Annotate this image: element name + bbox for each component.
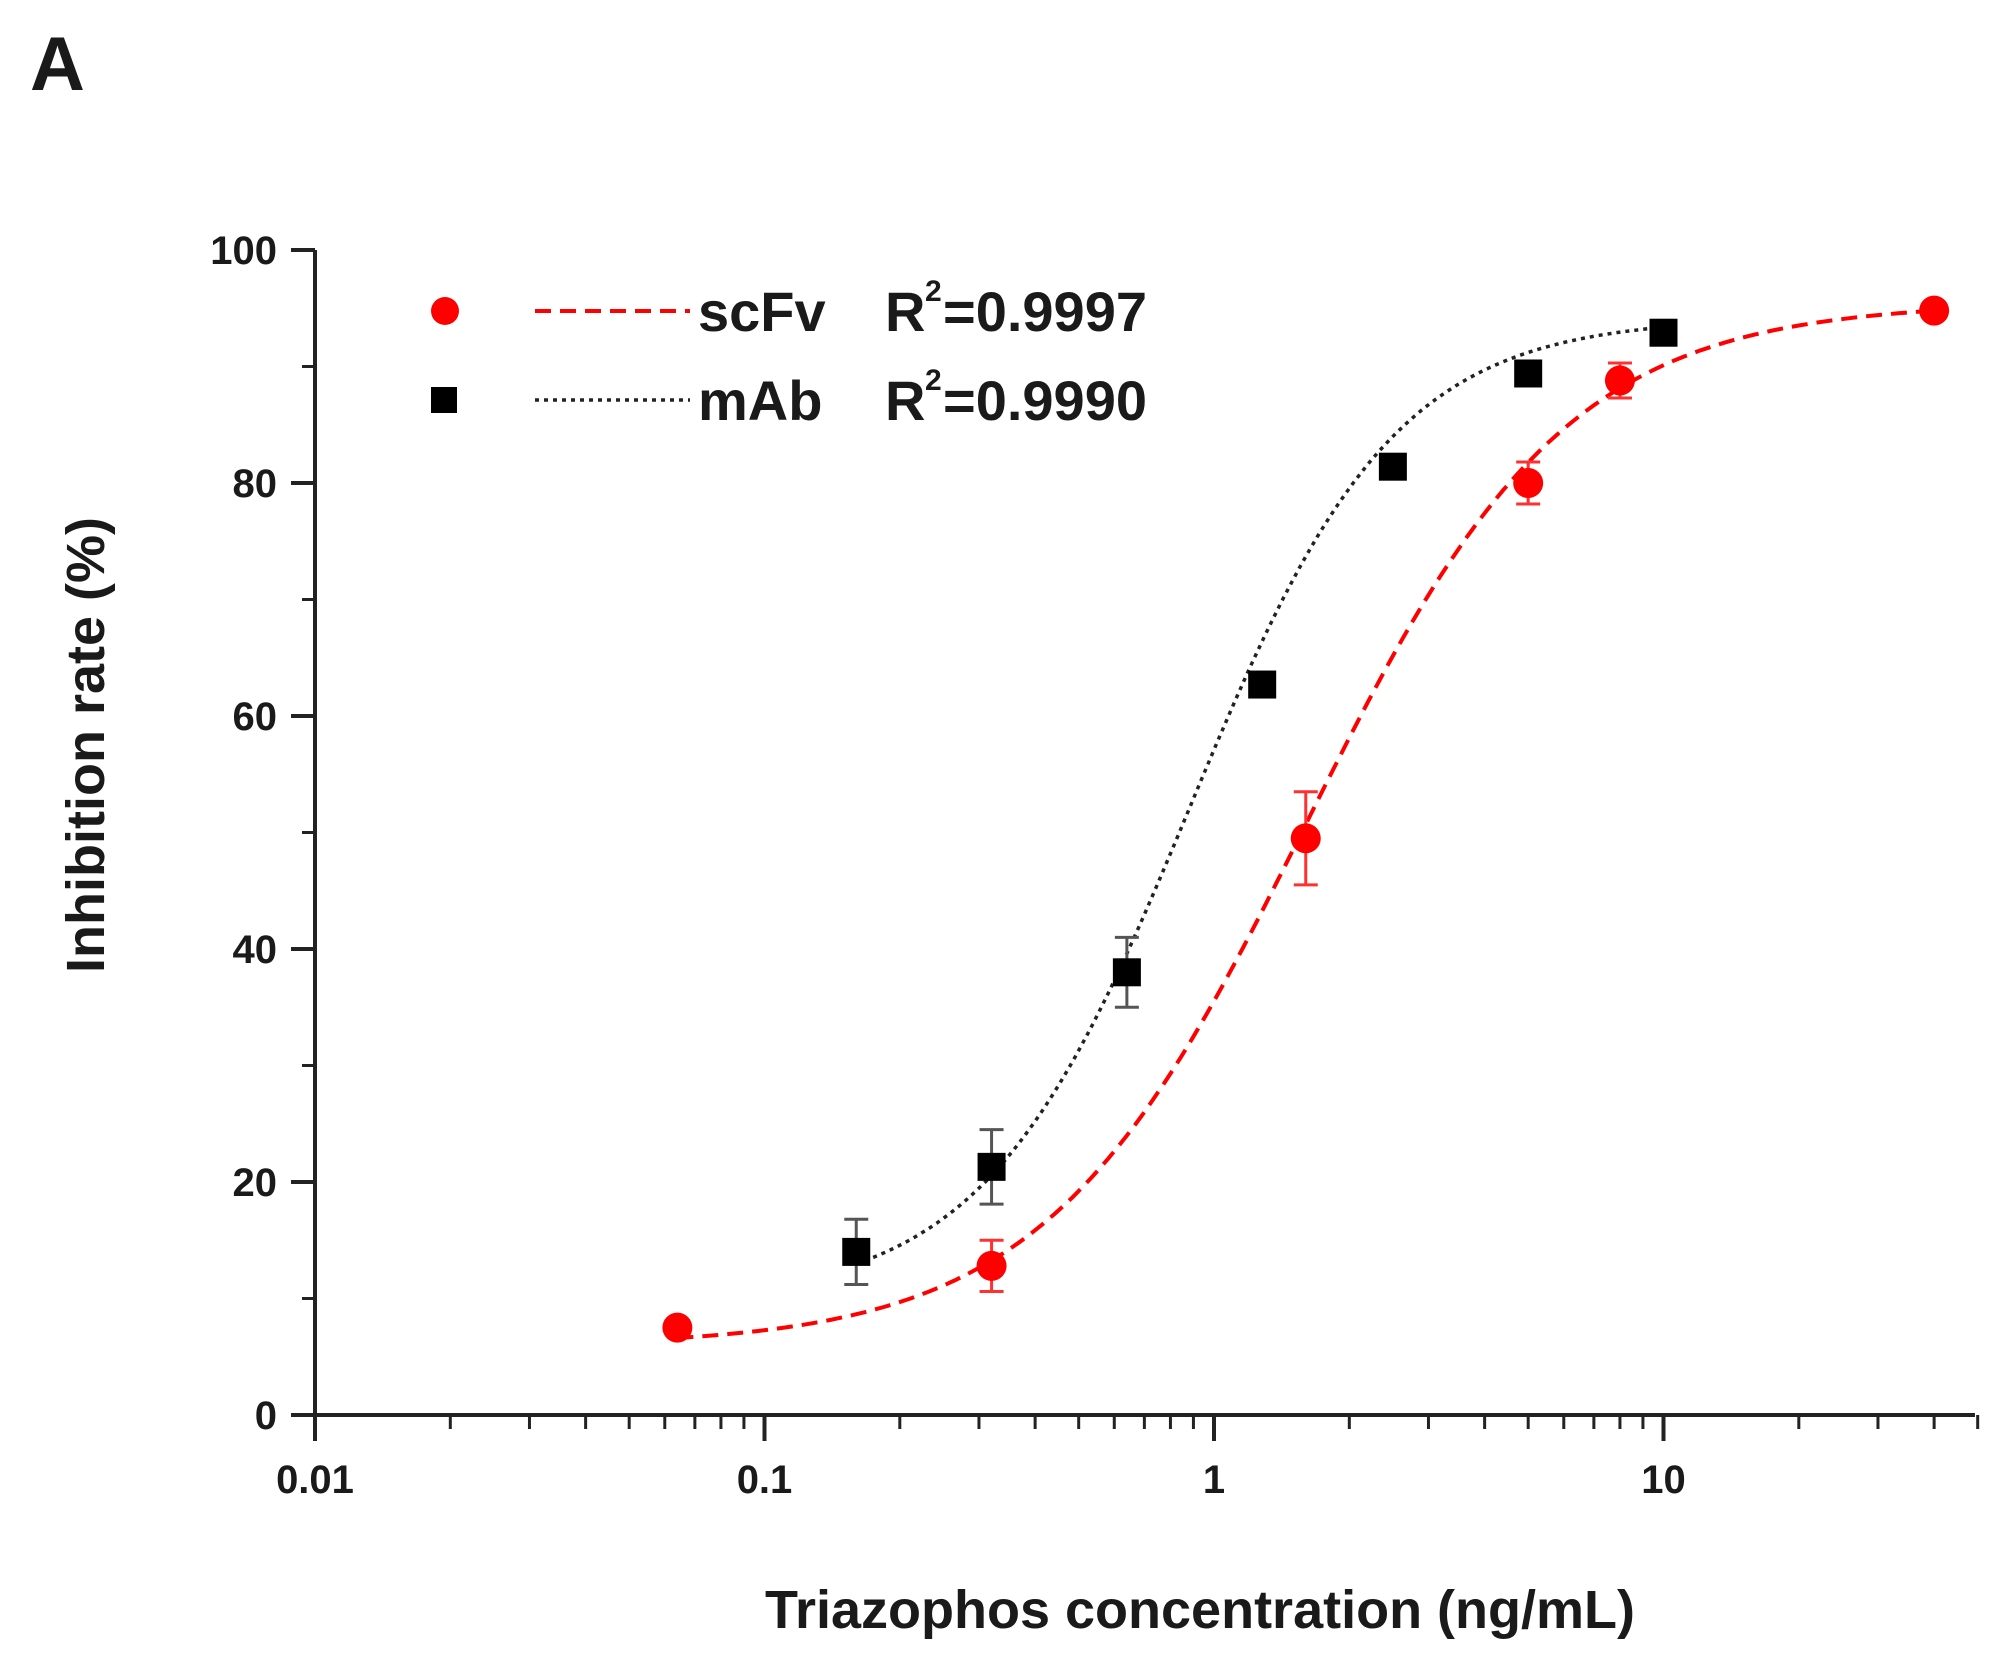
legend-r2-sup-mab: 2 [925,364,942,397]
point-scfv [1919,295,1950,326]
point-scfv [1290,823,1321,854]
data-markers [662,295,1950,1343]
fit-curve-scfv [677,308,1935,1340]
point-scfv [1604,365,1635,396]
y-tick-label: 100 [210,229,277,273]
point-scfv [662,1312,693,1343]
legend-r2-label-scfv: R [885,280,925,343]
point-mab [1378,452,1407,481]
legend-label-scfv: scFv [698,280,826,343]
point-scfv [1513,468,1544,498]
legend-entry-scfv: scFv R 2 =0.9997 [431,275,1147,343]
panel-label: A [30,22,85,107]
y-tick-label: 60 [233,695,278,739]
legend-r2-label-mab: R [885,369,925,432]
legend-r2-value-mab: =0.9990 [943,369,1147,432]
x-tick-label: 0.1 [737,1458,793,1502]
y-tick-label: 40 [233,928,278,972]
y-ticks: 0 20 40 60 80 100 [210,229,315,1438]
point-mab [1248,670,1277,699]
legend-entry-mab: mAb R 2 =0.9990 [431,364,1147,432]
y-axis-title: Inhibition rate (%) [56,517,116,973]
x-ticks: 0.01 0.1 1 10 [276,1415,1980,1502]
point-mab [977,1152,1006,1181]
legend-label-mab: mAb [698,369,822,432]
point-scfv [976,1250,1007,1281]
y-tick-label: 20 [233,1161,278,1205]
x-tick-label: 10 [1641,1458,1686,1502]
point-mab [1112,958,1141,987]
plot-area [662,295,1950,1343]
point-mab [1649,318,1678,347]
legend-r2-value-scfv: =0.9997 [943,280,1147,343]
point-mab [842,1237,871,1266]
x-tick-label: 0.01 [276,1458,354,1502]
legend-marker-mab [431,387,457,413]
x-tick-label: 1 [1203,1458,1225,1502]
x-axis-title: Triazophos concentration (ng/mL) [765,1580,1635,1640]
y-tick-label: 80 [233,462,278,506]
legend: scFv R 2 =0.9997 mAb R 2 =0.9990 [431,275,1147,432]
legend-marker-scfv [431,297,459,325]
axes: 0 20 40 60 80 100 0.01 0.1 1 10 [210,229,1980,1502]
y-tick-label: 0 [255,1394,277,1438]
point-mab [1514,359,1543,388]
legend-r2-sup-scfv: 2 [925,275,942,308]
